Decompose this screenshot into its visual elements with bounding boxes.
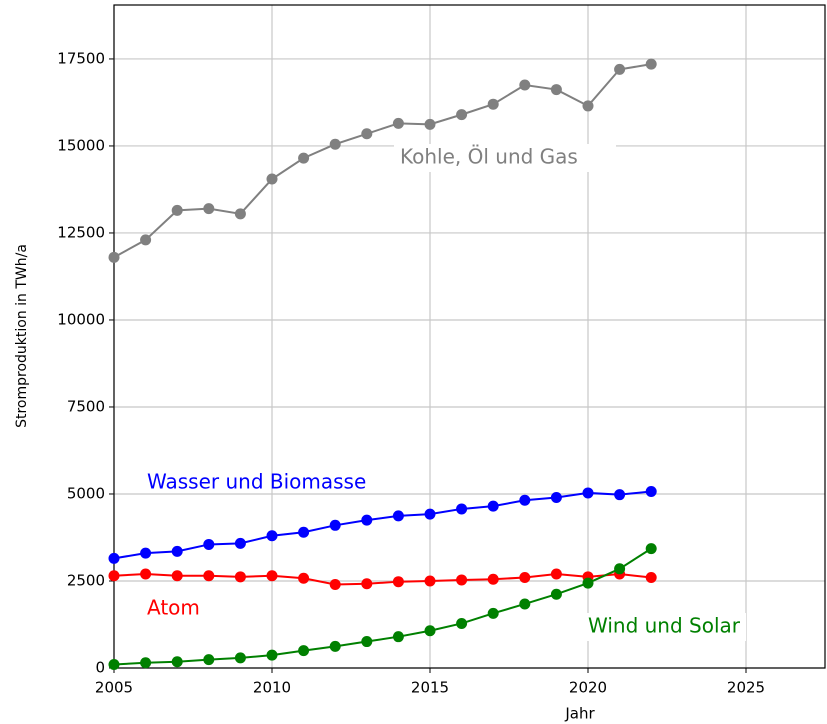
data-point	[266, 649, 278, 661]
data-point	[361, 514, 373, 526]
data-point	[392, 510, 404, 522]
data-point	[266, 570, 278, 582]
data-point	[456, 617, 468, 629]
series-line	[113, 573, 652, 586]
y-tick-label: 0	[95, 659, 105, 677]
x-tick-label: 2020	[569, 679, 607, 697]
y-tick-label: 2500	[67, 571, 105, 589]
data-point	[392, 631, 404, 643]
data-point	[329, 519, 341, 531]
data-point	[519, 79, 531, 91]
series-label: Kohle, Öl und Gas	[400, 145, 578, 169]
data-point	[392, 117, 404, 129]
data-point	[645, 543, 657, 555]
data-point	[645, 486, 657, 498]
x-tick-label: 2010	[253, 679, 291, 697]
data-point	[456, 503, 468, 515]
data-point	[171, 570, 183, 582]
data-point	[140, 547, 152, 559]
data-point	[298, 572, 310, 584]
data-point	[329, 138, 341, 150]
data-point	[519, 494, 531, 506]
data-point	[108, 552, 120, 564]
data-point	[424, 118, 436, 130]
y-tick-label: 5000	[67, 484, 105, 502]
data-point	[424, 625, 436, 637]
data-point	[171, 204, 183, 216]
data-point	[487, 607, 499, 619]
data-point	[645, 572, 657, 584]
data-point	[550, 491, 562, 503]
data-point	[203, 654, 215, 666]
series-line	[113, 490, 652, 560]
data-point	[234, 208, 246, 220]
data-point	[140, 234, 152, 246]
data-point	[456, 574, 468, 586]
data-point	[487, 500, 499, 512]
data-point	[614, 63, 626, 75]
data-point	[203, 538, 215, 550]
data-point	[456, 109, 468, 121]
y-tick-label: 10000	[57, 310, 105, 328]
data-point	[171, 656, 183, 668]
data-point	[298, 526, 310, 538]
y-axis-label: Stromproduktion in TWh/a	[14, 244, 30, 428]
data-point	[234, 537, 246, 549]
data-point	[140, 657, 152, 669]
plot-frame	[113, 4, 826, 669]
data-point	[329, 640, 341, 652]
data-point	[424, 575, 436, 587]
data-point	[203, 203, 215, 215]
label-bg	[548, 613, 746, 641]
data-point	[645, 58, 657, 70]
data-point	[424, 508, 436, 520]
x-axis-label: Jahr	[564, 705, 595, 723]
data-point	[614, 563, 626, 575]
data-point	[171, 545, 183, 557]
y-tick-label: 17500	[57, 49, 105, 67]
x-tick-label: 2005	[95, 679, 133, 697]
data-point	[361, 578, 373, 590]
series-label: Wind und Solar	[588, 614, 741, 638]
data-point	[108, 659, 120, 671]
data-point	[234, 571, 246, 583]
data-point	[487, 573, 499, 585]
x-tick-label: 2025	[727, 679, 765, 697]
y-tick-label: 7500	[67, 397, 105, 415]
data-point	[298, 645, 310, 657]
y-tick-label: 12500	[57, 223, 105, 241]
data-point	[108, 570, 120, 582]
x-tick-label: 2015	[411, 679, 449, 697]
data-point	[329, 578, 341, 590]
data-point	[582, 577, 594, 589]
data-point	[203, 570, 215, 582]
data-point	[361, 636, 373, 648]
data-point	[550, 84, 562, 96]
data-point	[298, 152, 310, 164]
data-point	[266, 530, 278, 542]
data-point	[266, 173, 278, 185]
data-point	[234, 652, 246, 664]
data-point	[614, 489, 626, 501]
data-point	[392, 576, 404, 588]
data-point	[361, 128, 373, 140]
data-point	[140, 568, 152, 580]
data-point	[582, 100, 594, 112]
data-point	[108, 251, 120, 263]
label-bg	[394, 144, 616, 172]
data-point	[487, 98, 499, 110]
data-point	[519, 572, 531, 584]
data-point	[519, 598, 531, 610]
data-point	[550, 568, 562, 580]
data-point	[582, 487, 594, 499]
data-point	[550, 588, 562, 600]
y-tick-label: 15000	[57, 136, 105, 154]
series-label: Wasser und Biomasse	[147, 470, 366, 494]
series-label: Atom	[147, 596, 200, 620]
